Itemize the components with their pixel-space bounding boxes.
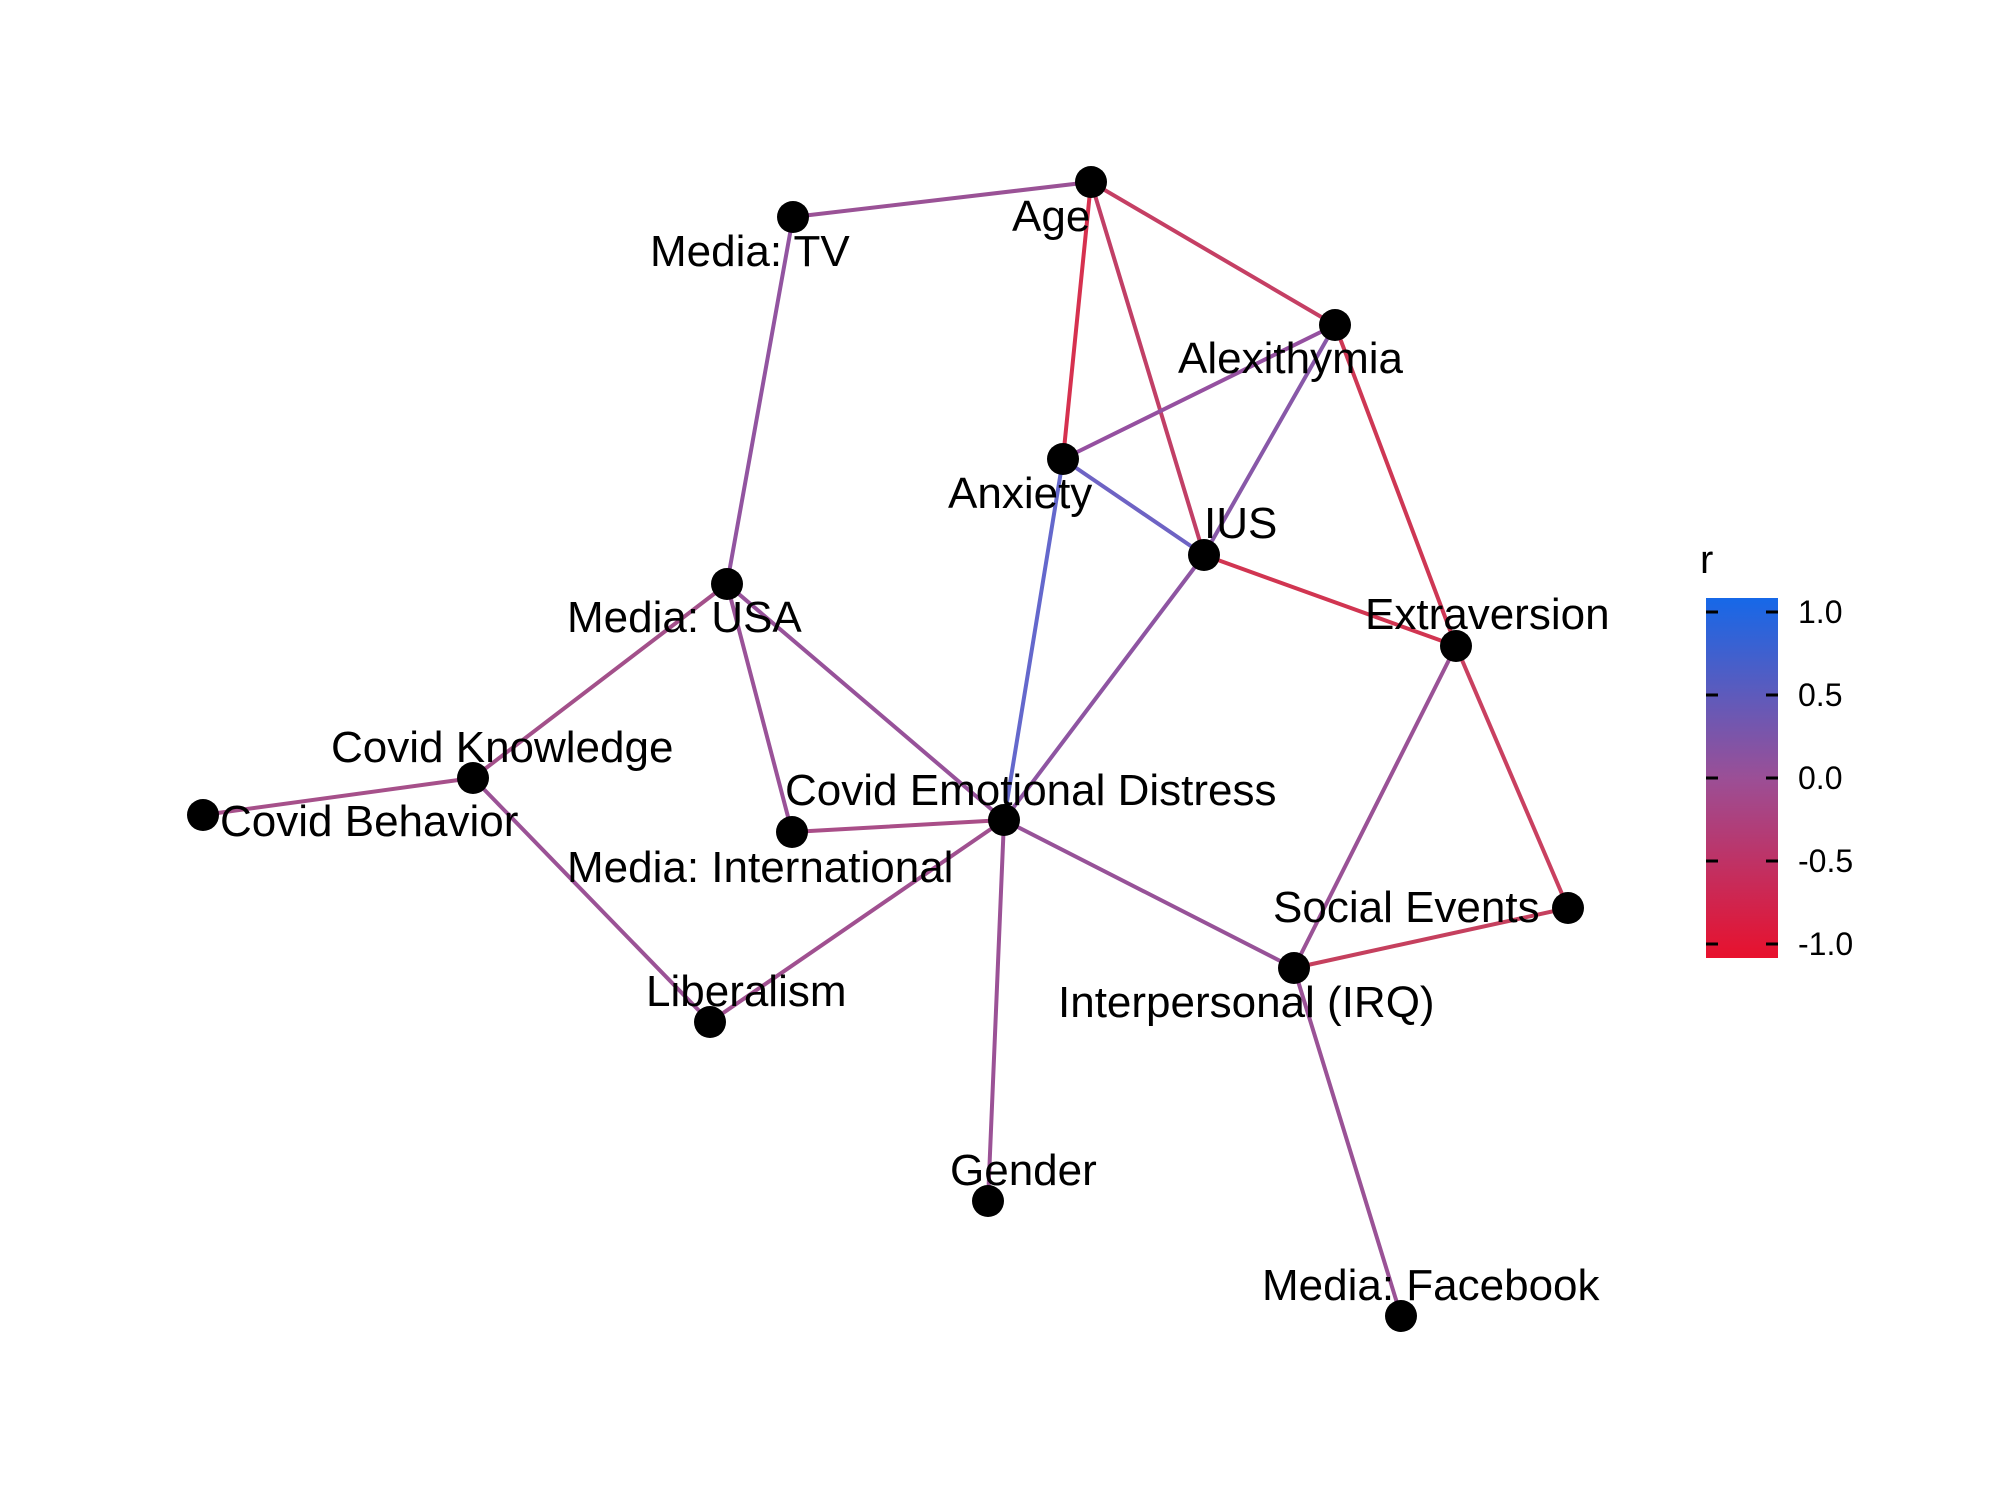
edge-age-alexithymia bbox=[1089, 180, 1337, 327]
edge-age-anxiety bbox=[1061, 180, 1093, 461]
legend-tick-label: 0.5 bbox=[1798, 677, 1842, 713]
node-covid-behavior bbox=[187, 799, 219, 831]
edge-interpersonal-irq-media-facebook bbox=[1292, 966, 1403, 1318]
edge-ius-extraversion bbox=[1202, 553, 1458, 648]
node-ius bbox=[1188, 539, 1220, 571]
edge-interpersonal-irq-social-events bbox=[1292, 906, 1570, 970]
node-extraversion bbox=[1440, 630, 1472, 662]
node-label-interpersonal-irq: Interpersonal (IRQ) bbox=[1058, 978, 1435, 1027]
node-label-age: Age bbox=[1012, 192, 1090, 241]
edge-anxiety-covid-emotional-distress bbox=[1002, 457, 1065, 822]
edge-media-usa-covid-emotional-distress bbox=[725, 582, 1006, 822]
node-media-international bbox=[776, 816, 808, 848]
legend-ticks: 1.0 0.5 0.0 -0.5 -1.0 bbox=[1706, 594, 1853, 962]
nodes-layer bbox=[187, 166, 1584, 1332]
edge-media-tv-age bbox=[791, 180, 1093, 219]
labels-layer: Age Media: TV Alexithymia Anxiety IUS Extrave… bbox=[220, 192, 1610, 1310]
edge-media-tv-media-usa bbox=[725, 215, 795, 586]
edge-covid-knowledge-covid-behavior bbox=[201, 776, 475, 817]
node-label-liberalism: Liberalism bbox=[646, 967, 847, 1016]
node-label-media-tv: Media: TV bbox=[650, 227, 850, 276]
edge-alexithymia-ius bbox=[1202, 323, 1337, 557]
node-label-covid-emotional-distress: Covid Emotional Distress bbox=[785, 766, 1277, 815]
edge-extraversion-social-events bbox=[1454, 644, 1570, 910]
legend-tick-label: -0.5 bbox=[1798, 843, 1853, 879]
edge-media-usa-covid-knowledge bbox=[471, 582, 729, 780]
legend-title: r bbox=[1700, 538, 1713, 582]
node-gender bbox=[972, 1185, 1004, 1217]
node-age bbox=[1075, 166, 1107, 198]
edge-media-international-covid-emotional-distress bbox=[790, 818, 1006, 834]
edge-ius-covid-emotional-distress bbox=[1002, 553, 1206, 822]
node-label-covid-behavior: Covid Behavior bbox=[220, 797, 518, 846]
legend-tick-label: 0.0 bbox=[1798, 760, 1842, 796]
node-interpersonal-irq bbox=[1278, 952, 1310, 984]
node-media-usa bbox=[711, 568, 743, 600]
edge-covid-emotional-distress-gender bbox=[986, 818, 1006, 1203]
edge-alexithymia-anxiety bbox=[1061, 323, 1337, 461]
node-covid-emotional-distress bbox=[988, 804, 1020, 836]
edge-extraversion-interpersonal-irq bbox=[1292, 644, 1458, 970]
legend-tick-label: -1.0 bbox=[1798, 926, 1853, 962]
edge-covid-emotional-distress-interpersonal-irq bbox=[1002, 818, 1296, 970]
node-anxiety bbox=[1047, 443, 1079, 475]
edge-age-ius bbox=[1089, 180, 1206, 557]
node-label-media-usa: Media: USA bbox=[567, 593, 802, 642]
node-label-media-facebook: Media: Facebook bbox=[1262, 1261, 1601, 1310]
node-covid-knowledge bbox=[457, 762, 489, 794]
node-media-tv bbox=[777, 201, 809, 233]
edge-anxiety-ius bbox=[1061, 457, 1206, 557]
node-liberalism bbox=[694, 1006, 726, 1038]
node-alexithymia bbox=[1319, 309, 1351, 341]
edges-layer bbox=[201, 180, 1570, 1318]
node-label-ius: IUS bbox=[1204, 499, 1277, 548]
node-media-facebook bbox=[1385, 1300, 1417, 1332]
node-label-anxiety: Anxiety bbox=[948, 469, 1092, 518]
color-legend: r 1.0 0.5 0.0 -0.5 -1.0 bbox=[1700, 538, 1853, 962]
edge-covid-knowledge-liberalism bbox=[471, 776, 712, 1024]
legend-tick-label: 1.0 bbox=[1798, 594, 1842, 630]
node-label-extraversion: Extraversion bbox=[1365, 590, 1610, 639]
node-label-social-events: Social Events bbox=[1273, 883, 1540, 932]
node-social-events bbox=[1552, 892, 1584, 924]
node-label-media-international: Media: International bbox=[567, 843, 953, 892]
edge-media-usa-media-international bbox=[725, 582, 794, 834]
edge-covid-emotional-distress-liberalism bbox=[708, 818, 1006, 1024]
node-label-gender: Gender bbox=[950, 1146, 1097, 1195]
node-label-covid-knowledge: Covid Knowledge bbox=[331, 723, 673, 772]
node-label-alexithymia: Alexithymia bbox=[1178, 334, 1403, 383]
edge-alexithymia-extraversion bbox=[1333, 323, 1458, 648]
